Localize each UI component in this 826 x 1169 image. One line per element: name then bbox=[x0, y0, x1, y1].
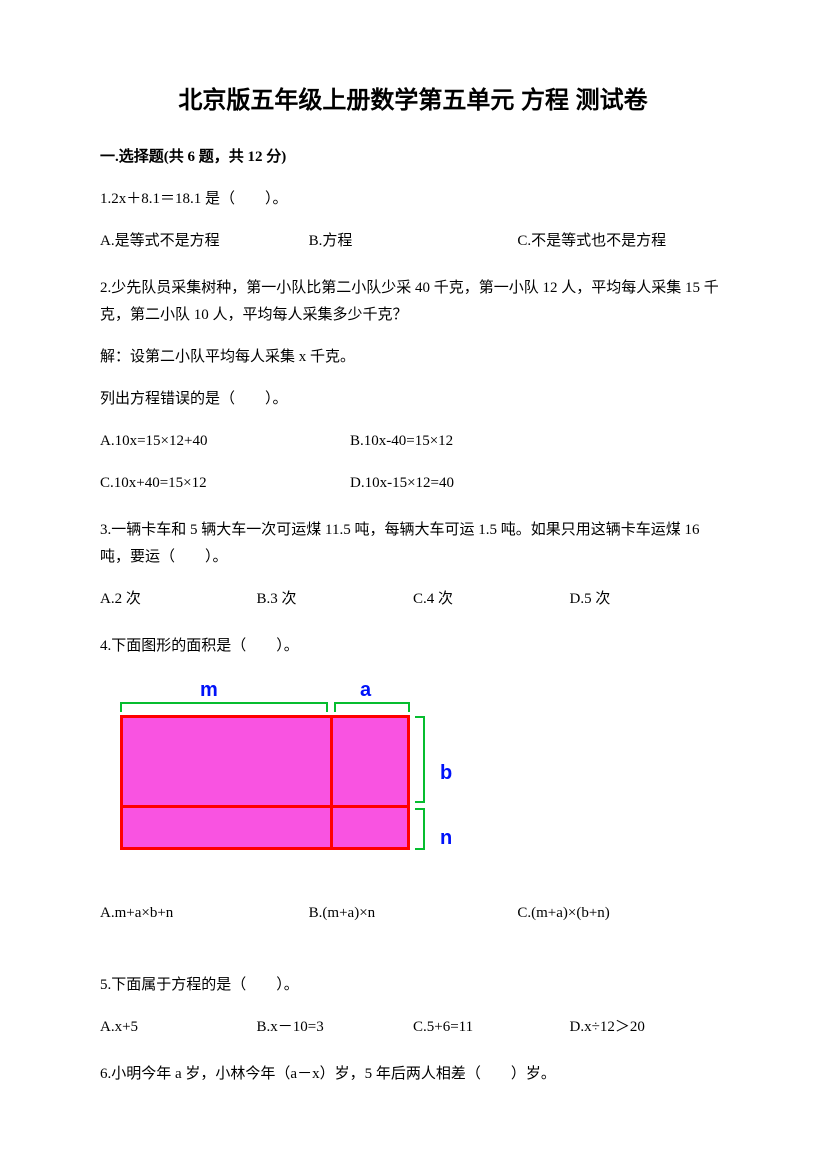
q1-text: 1.2x＋8.1＝18.1 是（ ）。 bbox=[100, 186, 726, 213]
q1-opt-b: B.方程 bbox=[309, 228, 518, 255]
q4-opt-a: A.m+a×b+n bbox=[100, 900, 309, 927]
bracket-n bbox=[415, 808, 425, 850]
question-5: 5.下面属于方程的是（ ）。 A.x+5 B.x－10=3 C.5+6=11 D… bbox=[100, 972, 726, 1041]
q2-text1: 2.少先队员采集树种，第一小队比第二小队少采 40 千克，第一小队 12 人，平… bbox=[100, 275, 726, 329]
q2-text2: 解：设第二小队平均每人采集 x 千克。 bbox=[100, 344, 726, 371]
question-2: 2.少先队员采集树种，第一小队比第二小队少采 40 千克，第一小队 12 人，平… bbox=[100, 275, 726, 497]
q5-options: A.x+5 B.x－10=3 C.5+6=11 D.x÷12＞20 bbox=[100, 1014, 726, 1041]
question-4: 4.下面图形的面积是（ ）。 m a b n A.m+a×b+n B.(m+a)… bbox=[100, 633, 726, 927]
q2-options-row2: C.10x+40=15×12 D.10x-15×12=40 bbox=[100, 470, 726, 497]
q6-text: 6.小明今年 a 岁，小林今年（a－x）岁，5 年后两人相差（ ）岁。 bbox=[100, 1061, 726, 1088]
q2-opt-d: D.10x-15×12=40 bbox=[350, 470, 600, 497]
q2-opt-b: B.10x-40=15×12 bbox=[350, 428, 600, 455]
q3-opt-c: C.4 次 bbox=[413, 586, 570, 613]
q5-text: 5.下面属于方程的是（ ）。 bbox=[100, 972, 726, 999]
page-title: 北京版五年级上册数学第五单元 方程 测试卷 bbox=[100, 80, 726, 115]
question-1: 1.2x＋8.1＝18.1 是（ ）。 A.是等式不是方程 B.方程 C.不是等… bbox=[100, 186, 726, 255]
rectangle-main bbox=[120, 715, 410, 850]
label-b: b bbox=[440, 755, 452, 791]
question-3: 3.一辆卡车和 5 辆大车一次可运煤 11.5 吨，每辆大车可运 1.5 吨。如… bbox=[100, 517, 726, 613]
q1-opt-c: C.不是等式也不是方程 bbox=[517, 228, 726, 255]
q5-opt-d: D.x÷12＞20 bbox=[570, 1014, 727, 1041]
q2-opt-c: C.10x+40=15×12 bbox=[100, 470, 350, 497]
q1-options: A.是等式不是方程 B.方程 C.不是等式也不是方程 bbox=[100, 228, 726, 255]
q3-options: A.2 次 B.3 次 C.4 次 D.5 次 bbox=[100, 586, 726, 613]
q1-opt-a: A.是等式不是方程 bbox=[100, 228, 309, 255]
q2-text3: 列出方程错误的是（ ）。 bbox=[100, 386, 726, 413]
bracket-m bbox=[120, 702, 328, 712]
q3-opt-d: D.5 次 bbox=[570, 586, 727, 613]
q3-opt-b: B.3 次 bbox=[257, 586, 414, 613]
q5-opt-a: A.x+5 bbox=[100, 1014, 257, 1041]
rectangle-hline bbox=[120, 805, 410, 808]
bracket-b bbox=[415, 716, 425, 803]
question-6: 6.小明今年 a 岁，小林今年（a－x）岁，5 年后两人相差（ ）岁。 bbox=[100, 1061, 726, 1088]
q2-opt-a: A.10x=15×12+40 bbox=[100, 428, 350, 455]
bracket-a bbox=[334, 702, 410, 712]
q3-text: 3.一辆卡车和 5 辆大车一次可运煤 11.5 吨，每辆大车可运 1.5 吨。如… bbox=[100, 517, 726, 571]
q4-opt-b: B.(m+a)×n bbox=[309, 900, 518, 927]
area-diagram: m a b n bbox=[120, 680, 480, 870]
q5-opt-c: C.5+6=11 bbox=[413, 1014, 570, 1041]
q4-opt-c: C.(m+a)×(b+n) bbox=[517, 900, 726, 927]
label-n: n bbox=[440, 820, 452, 856]
section-header: 一.选择题(共 6 题，共 12 分) bbox=[100, 145, 726, 166]
q4-options: A.m+a×b+n B.(m+a)×n C.(m+a)×(b+n) bbox=[100, 900, 726, 927]
q2-options-row1: A.10x=15×12+40 B.10x-40=15×12 bbox=[100, 428, 726, 455]
label-m: m bbox=[200, 672, 218, 708]
q4-text: 4.下面图形的面积是（ ）。 bbox=[100, 633, 726, 660]
q3-opt-a: A.2 次 bbox=[100, 586, 257, 613]
q5-opt-b: B.x－10=3 bbox=[257, 1014, 414, 1041]
rectangle-vline bbox=[330, 715, 333, 850]
label-a: a bbox=[360, 672, 371, 708]
